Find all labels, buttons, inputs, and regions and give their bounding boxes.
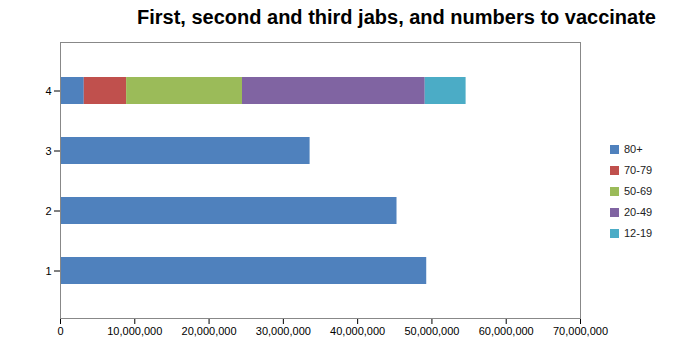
svg-text:0: 0 (57, 325, 63, 337)
svg-text:4: 4 (45, 85, 51, 97)
svg-text:1: 1 (45, 265, 51, 277)
svg-text:10,000,000: 10,000,000 (107, 325, 162, 337)
html-text:70-79: 70-79 (624, 164, 653, 176)
svg-text:2: 2 (45, 205, 51, 217)
svg-text:40,000,000: 40,000,000 (330, 325, 385, 337)
html-text:50-69: 50-69 (624, 185, 653, 197)
html-text:20-49: 20-49 (624, 206, 653, 218)
svg-text:70,000,000: 70,000,000 (553, 325, 608, 337)
svg-text:30,000,000: 30,000,000 (256, 325, 311, 337)
html-text:First, second and third jabs,: First, second and third jabs, and number… (137, 6, 656, 28)
svg-text:20,000,000: 20,000,000 (182, 325, 237, 337)
svg-text:60,000,000: 60,000,000 (479, 325, 534, 337)
html-text:12-19: 12-19 (624, 227, 653, 239)
html-text:80+: 80+ (624, 143, 643, 155)
svg-text:3: 3 (45, 145, 51, 157)
svg-text:50,000,000: 50,000,000 (404, 325, 459, 337)
